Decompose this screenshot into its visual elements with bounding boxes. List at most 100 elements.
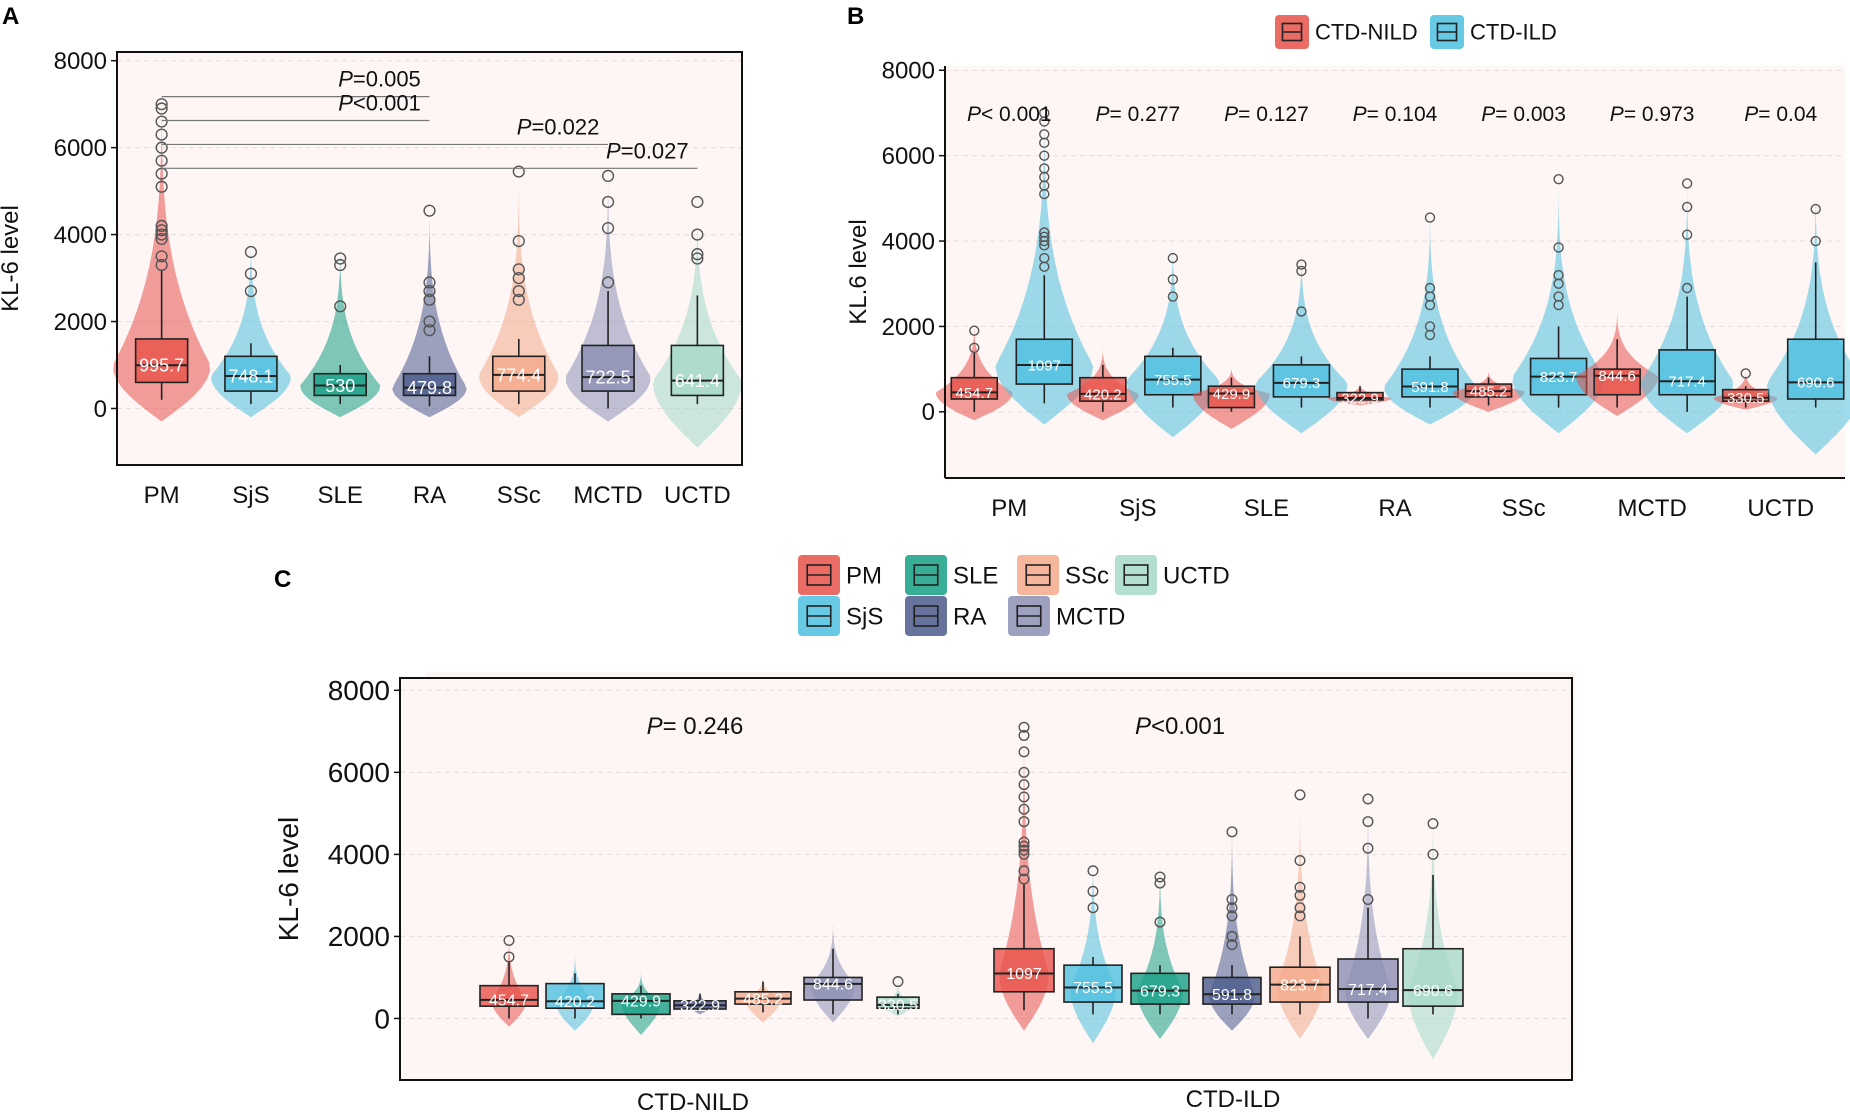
panel-c-legend-ra: RA [905, 596, 986, 636]
panel-c-legend-sle-label: SLE [953, 562, 998, 589]
panel-c-ctd-nild-ra-median-label: 322.9 [680, 998, 720, 1015]
panel-b-sjs-ild-outlier [1167, 291, 1179, 302]
panel-c-ctd-ild-ssc-outlier [1294, 910, 1306, 922]
panel-a-pm-outlier [155, 102, 168, 115]
panel-c-ctd-ild-pm-outlier [1018, 803, 1030, 815]
panel-c-x-tick-label: CTD-ILD [1186, 1086, 1281, 1113]
panel-a: 0 2000 4000 6000 8000 KL-6 level 995.7 PM 748.1 S… [0, 48, 743, 509]
panel-c-ctd-ild-pm-outlier [1018, 848, 1030, 860]
panel-b-pm-ild-outlier [1039, 188, 1050, 200]
panel-b-ssc-pvalue: P= 0.003 [1481, 103, 1566, 126]
panel-b-sle-nild-group: 429.9 [1192, 364, 1270, 429]
panel-b-mctd-nild-box [1593, 368, 1641, 396]
panel-c-ctd-ild-pm-median-label: 1097 [1006, 966, 1042, 983]
panel-b-mctd-nild-group: 844.6 [1576, 305, 1659, 417]
panel-a-ssc-outlier [512, 271, 525, 285]
panel-b-uctd-ild-box [1786, 338, 1845, 400]
panel-c-ctd-nild-sle-group: 429.9 [611, 969, 671, 1035]
panel-c-ctd-ild-pm-outlier [1018, 840, 1030, 852]
panel-b-pm-ild-outlier [1039, 137, 1050, 149]
panel-b-ra-ild-outlier [1424, 329, 1436, 341]
panel-a-x-tick-label: PM [144, 482, 180, 509]
panel-c-legend-sjs-label: SjS [846, 603, 883, 630]
panel-b-ra-ild-box [1401, 368, 1459, 398]
panel-c-ctd-ild-ssc-outlier [1294, 789, 1306, 801]
panel-c-pvalue-ild: P<0.001 [1135, 713, 1225, 740]
panel-a-y-tick-label: 6000 [54, 135, 107, 162]
panel-a-ra-outlier [423, 315, 436, 328]
panel-b-ra-nild-box [1336, 391, 1384, 401]
panel-c-ctd-ild-ra-outlier [1226, 930, 1238, 942]
panel-c-ctd-ild-sjs-outlier [1087, 902, 1099, 914]
panel-c-ctd-ild-mctd-group: 717.4 [1337, 784, 1399, 1039]
panel-c-ctd-nild-mctd-group: 844.6 [803, 915, 863, 1023]
panel-a-ssc-outlier [512, 165, 525, 178]
panel-b-y-tick-label: 2000 [882, 314, 935, 341]
panel-c-ctd-nild-pm-box [479, 984, 539, 1007]
panel-c-ctd-nild-sle-median-label: 429.9 [621, 994, 661, 1011]
panel-c-ctd-ild-mctd-median-label: 717.4 [1348, 982, 1388, 999]
panel-b-uctd-nild-group: 330.5 [1713, 368, 1778, 410]
panel-b-sjs-ild-group: 755.5 [1126, 232, 1220, 438]
panel-c-ctd-ild-ra-median-label: 591.8 [1212, 987, 1252, 1004]
panel-b-legend-nild-label: CTD-NILD [1315, 20, 1418, 45]
panel-b-sjs-ild-median-label: 755.5 [1154, 372, 1192, 389]
panel-a-uctd-outlier [691, 248, 704, 261]
panel-c-ctd-nild-uctd-median-label: 330.5 [878, 998, 918, 1015]
panel-c-ctd-ild-ssc-median-label: 823.7 [1280, 977, 1320, 994]
panel-c-ctd-nild-pm-outlier [503, 935, 515, 947]
panel-c-ctd-nild-pm-group: 454.7 [479, 928, 539, 1027]
panel-c-ctd-ild-sjs-outlier [1087, 885, 1099, 897]
panel-a-pm-outlier [155, 250, 168, 263]
panel-b-sjs-pvalue: P= 0.277 [1096, 103, 1181, 126]
panel-a-pm-outlier [155, 128, 168, 141]
panel-c-legend-sle: SLE [905, 555, 998, 595]
panel-c-ctd-ild-uctd-outlier [1427, 848, 1439, 860]
panel-a-uctd-median-label: 641.4 [675, 371, 720, 391]
panel-b: 0 2000 4000 6000 8000 KL.6 level CTD-NILD CTD-I… [845, 15, 1850, 522]
panel-a-sle-group: 530 [300, 234, 381, 418]
panel-c-legend-ssc-label: SSc [1065, 562, 1109, 589]
panel-a-sjs-box [224, 355, 278, 392]
panel-a-pm-outlier [155, 180, 168, 193]
panel-c-ctd-ild-ra-group: 591.8 [1202, 813, 1262, 1031]
panel-a-y-tick-label: 0 [94, 396, 107, 423]
panel-a-pm-outlier [155, 232, 168, 246]
panel-b-sle-nild-median-label: 429.9 [1213, 386, 1251, 403]
panel-b-sjs-nild-box [1079, 376, 1127, 402]
panel-c-ctd-nild-pm-outlier [503, 951, 515, 963]
panel-b-y-tick-label: 8000 [882, 58, 935, 85]
panel-a-sle-outlier [334, 300, 347, 313]
panel-c-ctd-ild-ssc-outlier [1294, 902, 1306, 914]
panel-b-y-tick-label: 0 [922, 399, 935, 426]
panel-a-ssc-group: 774.4 [479, 165, 559, 418]
panel-c-ctd-ild-ssc-outlier [1294, 889, 1306, 901]
panel-a-pm-group: 995.7 [113, 82, 211, 422]
panel-c-ctd-ild-pm-box [993, 947, 1055, 993]
panel-b-ra-ild-violin [1384, 198, 1476, 425]
panel-c-ctd-ild-uctd-outlier [1427, 818, 1439, 830]
panel-a-pm-violin [113, 82, 211, 422]
panel-b-sle-ild-group: 679.3 [1255, 241, 1348, 434]
panel-c-ctd-ild-sle-outlier [1154, 916, 1166, 928]
panel-b-mctd-pvalue: P= 0.973 [1610, 103, 1695, 126]
panel-b-y-axis-title: KL.6 level [845, 219, 872, 324]
panel-b-uctd-ild-outlier [1810, 235, 1821, 247]
panel-c-ctd-ild-mctd-outlier [1362, 793, 1374, 805]
panel-c-legend-ssc: SSc [1017, 555, 1109, 595]
panel-c-ctd-ild-sle-group: 679.3 [1130, 854, 1190, 1039]
panel-b-ra-ild-outlier [1424, 299, 1436, 311]
panel-c-ctd-nild-uctd-outlier [892, 976, 904, 988]
panel-c-ctd-ild-sle-median-label: 679.3 [1140, 983, 1180, 1000]
panel-b-mctd-ild-group: 717.4 [1641, 168, 1733, 434]
panel-c-ctd-ild-ra-outlier [1226, 826, 1238, 838]
panel-a-frame [116, 51, 743, 466]
panel-b-pm-nild-median-label: 454.7 [956, 385, 994, 402]
panel-b-x-tick-label: SSc [1502, 495, 1546, 522]
panel-a-sjs-outlier [244, 245, 258, 259]
panel-c-ctd-nild-sle-box [611, 993, 671, 1016]
panel-a-pm-outlier [155, 141, 168, 154]
panel-b-ssc-ild-outlier [1553, 173, 1564, 185]
panel-c-ctd-ild-pm-outlier [1018, 766, 1030, 778]
